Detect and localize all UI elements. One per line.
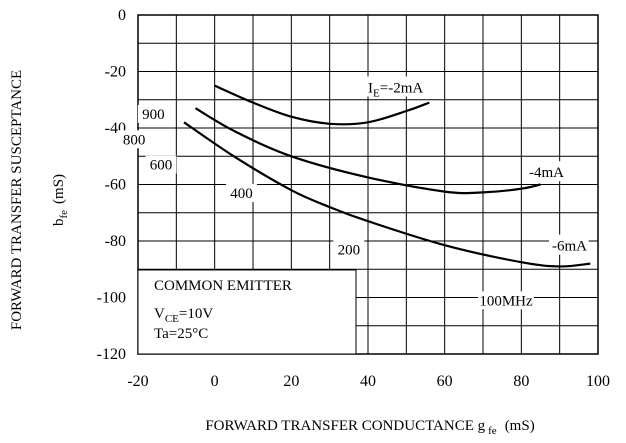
curve-label-background: [549, 234, 589, 255]
x-tick-label: 80: [513, 373, 529, 390]
x-tick-label: 100: [586, 373, 610, 390]
x-tick-label: -20: [127, 373, 148, 390]
series-line-3: [183, 121, 591, 268]
x-axis-unit: (mS): [505, 418, 535, 434]
conditions-line2-subscript: CE: [165, 313, 179, 325]
plot-frame: [137, 14, 599, 355]
x-tick-label: 60: [437, 373, 453, 390]
curve-label: IE=-2mA: [368, 80, 423, 99]
curve-label: -4mA: [529, 165, 564, 181]
y-tick-label: 0: [118, 7, 126, 24]
curve-label-subscript: E: [373, 87, 380, 99]
frequency-label: 100MHz: [479, 293, 533, 309]
frequency-label: 400: [230, 186, 253, 202]
frequency-label: 900: [142, 107, 165, 123]
y-axis-label: FORWARD TRANSFER SUSCEPTANCE: [9, 70, 25, 330]
curve-label: -6mA: [552, 239, 587, 255]
frequency-label: 800: [123, 132, 146, 148]
y-tick-label: -20: [105, 64, 126, 81]
curve-label-value: -4mA: [529, 165, 564, 181]
conditions-line2: VCE=10V: [154, 306, 213, 325]
x-tick-label: 20: [283, 373, 299, 390]
x-axis-label-subscript: fe: [488, 425, 497, 437]
x-tick-label: 0: [211, 373, 219, 390]
series-line-1: [214, 84, 430, 126]
y-tick-labels: 0-20-40-60-80-100-120: [97, 7, 126, 363]
x-tick-label: 40: [360, 373, 376, 390]
conditions-box: COMMON EMITTER VCE=10V Ta=25°C: [137, 269, 357, 355]
frequency-label-background: [137, 104, 169, 123]
conditions-line2-value: =10V: [179, 306, 213, 322]
y-tick-label: -60: [105, 177, 126, 194]
curve-label-value: =-2mA: [380, 80, 424, 96]
conditions-line1: COMMON EMITTER: [154, 278, 292, 294]
conditions-box-frame: [137, 269, 357, 355]
y-tick-label: -80: [105, 233, 126, 250]
frequency-label-background: [333, 240, 365, 259]
y-axis-symbol-subscript: fe: [58, 210, 70, 219]
curve-label-background: [365, 76, 430, 97]
conditions-line2-symbol: V: [154, 306, 165, 322]
series-line-2: [194, 107, 541, 195]
frequency-label-background: [145, 155, 177, 174]
curve-label-symbol: I: [368, 80, 373, 96]
y-tick-label: -120: [97, 346, 126, 363]
series-group: [183, 84, 591, 268]
frequency-label-background: [118, 130, 150, 149]
conditions-line3: Ta=25°C: [154, 326, 208, 342]
y-axis-unit: (mS): [51, 174, 67, 204]
x-tick-labels: -20 0 20 40 60 80 100: [127, 373, 610, 390]
y-tick-label: -100: [97, 290, 126, 307]
x-axis-label: FORWARD TRANSFER CONDUCTANCE g fe (mS): [205, 418, 534, 437]
frequency-label: 200: [338, 242, 361, 258]
y-axis-symbol: bfe (mS): [51, 174, 70, 226]
frequency-label-background: [226, 183, 257, 202]
frequency-label-background: [478, 291, 534, 310]
curve-labels: IE=-2mA -4mA -6mA: [365, 76, 589, 255]
frequency-label: 600: [150, 158, 173, 174]
y-axis-symbol-letter: b: [51, 219, 67, 227]
curve-label-background: [526, 161, 566, 182]
x-axis-label-main: FORWARD TRANSFER CONDUCTANCE g: [205, 418, 485, 434]
curve-label-value: -6mA: [552, 239, 587, 255]
